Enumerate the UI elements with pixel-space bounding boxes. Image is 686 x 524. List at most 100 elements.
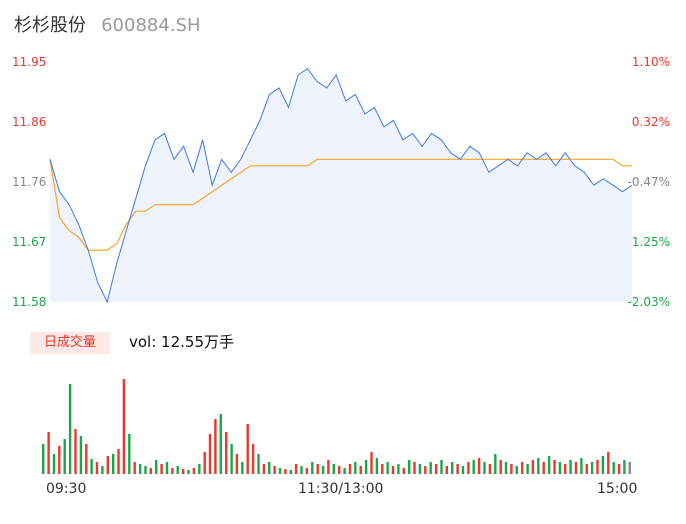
volume-bar [90, 459, 93, 474]
volume-bar [230, 444, 233, 474]
volume-bar [472, 460, 475, 474]
volume-bar [359, 466, 362, 474]
volume-bar [133, 462, 136, 474]
pct-tick-label: 1.10% [631, 55, 670, 69]
volume-bar [208, 434, 212, 474]
volume-bar [607, 452, 610, 474]
volume-bar [257, 454, 260, 474]
volume-bar [510, 464, 513, 474]
volume-bar [434, 464, 438, 474]
volume-bar [343, 468, 346, 474]
stock-code: 600884.SH [101, 15, 201, 36]
time-label-open: 09:30 [46, 481, 87, 497]
time-label-close: 15:00 [597, 481, 638, 497]
volume-bar [68, 384, 72, 474]
volume-bar [456, 464, 459, 474]
volume-bar [348, 464, 352, 474]
volume-bar [542, 462, 545, 474]
volume-bar [397, 464, 400, 474]
volume-bar [198, 464, 201, 474]
average-price-line [49, 158, 632, 251]
time-label-midday: 11:30/13:00 [298, 481, 384, 497]
volume-bar [85, 444, 88, 474]
volume-bar [235, 454, 239, 474]
volume-bar [488, 464, 492, 474]
volume-bar [42, 444, 45, 474]
volume-tab[interactable]: 日成交量 [30, 332, 110, 354]
volume-bar [564, 464, 567, 474]
volume-bar [623, 460, 626, 474]
volume-bar [413, 462, 416, 474]
pct-tick-label: -2.03% [627, 295, 670, 309]
volume-bar [106, 456, 109, 474]
volume-bar [574, 462, 578, 474]
volume-bar [246, 424, 249, 474]
volume-bar [558, 462, 562, 474]
volume-bar [499, 460, 502, 474]
volume-bar [214, 419, 217, 474]
pct-tick-label: 0.32% [631, 115, 670, 129]
volume-bar [160, 464, 163, 474]
volume-bar [386, 462, 389, 474]
volume-bar [321, 466, 325, 474]
volume-bar [601, 456, 605, 474]
volume-bar [149, 468, 152, 474]
volume-bar [483, 462, 486, 474]
pct-tick-label: -0.47% [627, 175, 670, 189]
volume-bar [278, 468, 282, 474]
volume-bar [424, 466, 427, 474]
volume-bar [580, 458, 583, 474]
price-line [49, 67, 633, 304]
volume-bar [289, 470, 292, 474]
volume-bar [364, 460, 368, 474]
volume-bar [138, 464, 142, 474]
pct-tick-label: -1.25% [627, 235, 670, 249]
volume-bar [477, 458, 481, 474]
price-tick-label: 11.76 [12, 175, 47, 189]
volume-bar [585, 464, 588, 474]
price-tick-label: 11.58 [12, 295, 47, 309]
volume-bar [451, 462, 454, 474]
volume-bar [461, 466, 465, 474]
price-tick-label: 11.86 [12, 115, 47, 129]
volume-bar [112, 454, 115, 474]
volume-bar [402, 468, 405, 474]
volume-bar [95, 462, 99, 474]
volume-bar [391, 466, 395, 474]
volume-bar [251, 444, 255, 474]
volume-bar [418, 464, 422, 474]
volume-bar [262, 464, 266, 474]
volume-bar [381, 464, 384, 474]
volume-bar [311, 462, 314, 474]
volume-bar [187, 470, 190, 474]
volume-bar [338, 466, 341, 474]
volume-bar [144, 466, 147, 474]
volume-bar [101, 466, 104, 474]
volume-bar [47, 432, 50, 474]
volume-bar [521, 462, 524, 474]
volume-bar [467, 462, 470, 474]
volume-bar [63, 439, 66, 474]
volume-bar [294, 464, 298, 474]
volume-bar [165, 462, 169, 474]
volume-bar [494, 454, 497, 474]
volume-bar [440, 460, 443, 474]
volume-bar [268, 462, 271, 474]
volume-bar [58, 446, 61, 474]
volume-bar [429, 462, 432, 474]
volume-bar [181, 469, 185, 474]
volume-bar [203, 452, 206, 474]
volume-bar [74, 429, 77, 474]
volume-bar [547, 456, 551, 474]
volume-bar [332, 464, 335, 474]
volume-bar [192, 468, 196, 474]
volume-bar [354, 462, 357, 474]
volume-bar [171, 468, 174, 474]
volume-total: vol: 12.55万手 [129, 333, 234, 351]
volume-bar [128, 434, 131, 474]
volume-bar [79, 436, 83, 474]
volume-bar [176, 466, 179, 474]
volume-bar [531, 460, 535, 474]
